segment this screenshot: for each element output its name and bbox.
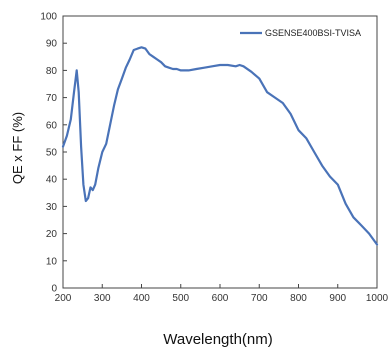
y-tick-label: 30	[46, 202, 58, 213]
x-tick-label: 900	[329, 293, 346, 304]
y-tick-label: 50	[46, 148, 58, 159]
x-tick-label: 500	[172, 293, 189, 304]
x-tick-label: 200	[55, 293, 72, 304]
x-axis-title: Wavelength(nm)	[163, 331, 272, 348]
legend-label: GSENSE400BSI-TVISA	[265, 28, 361, 38]
x-tick-label: 600	[212, 293, 229, 304]
y-tick-label: 80	[46, 66, 58, 77]
legend: GSENSE400BSI-TVISA	[240, 28, 361, 38]
y-tick-label: 100	[40, 12, 57, 23]
x-tick-label: 300	[94, 293, 111, 304]
x-axis-ticks: 200 300 400 500 600 700 800 900 1000	[55, 284, 389, 304]
x-tick-label: 400	[133, 293, 150, 304]
y-tick-label: 0	[51, 284, 57, 295]
y-tick-label: 70	[46, 93, 58, 104]
plot-border	[62, 15, 378, 289]
y-axis-title: QE x FF (%)	[10, 112, 25, 184]
series-line-0	[61, 46, 379, 246]
plot-area	[62, 15, 378, 289]
series-layer	[61, 46, 379, 246]
x-tick-label: 800	[290, 293, 307, 304]
y-tick-label: 90	[46, 39, 58, 50]
y-tick-label: 10	[46, 256, 58, 267]
y-axis-ticks: 0 10 20 30 40 50 60 70 80 90 100	[40, 12, 67, 295]
y-tick-label: 20	[46, 229, 58, 240]
x-tick-label: 700	[251, 293, 268, 304]
y-tick-label: 60	[46, 120, 58, 131]
y-tick-label: 40	[46, 175, 58, 186]
x-tick-label: 1000	[366, 293, 389, 304]
